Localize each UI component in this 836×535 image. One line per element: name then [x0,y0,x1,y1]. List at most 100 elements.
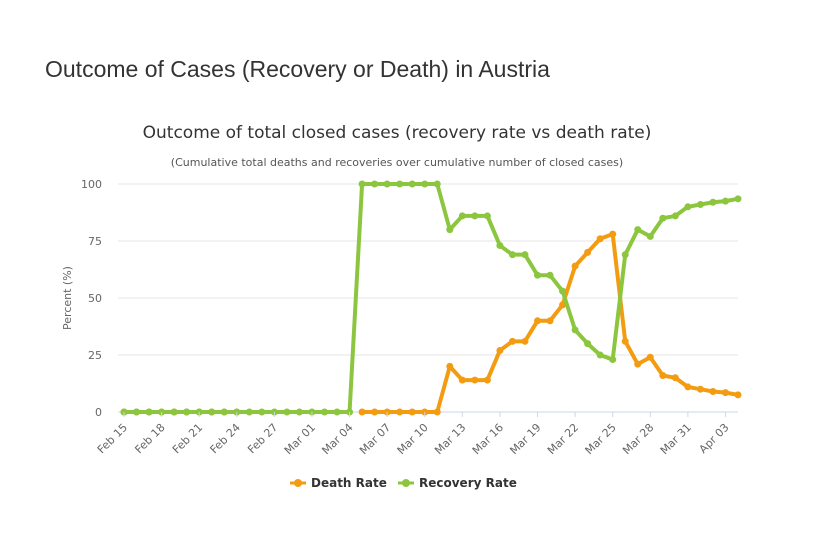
recovery-rate-point[interactable] [446,226,454,234]
y-tick-label: 75 [88,235,102,248]
death-rate-point[interactable] [521,337,529,345]
death-rate-point[interactable] [634,360,642,368]
death-rate-point[interactable] [396,408,404,416]
recovery-rate-point[interactable] [208,408,216,416]
x-tick-label: Mar 04 [319,421,355,457]
x-tick-label: Mar 13 [432,421,468,457]
death-rate-point[interactable] [671,374,679,382]
y-tick-label: 50 [88,292,102,305]
series-layer [120,180,742,416]
recovery-rate-point[interactable] [170,408,178,416]
recovery-rate-point[interactable] [496,242,504,250]
recovery-rate-point[interactable] [320,408,328,416]
x-tick-label: Mar 01 [282,421,318,457]
recovery-rate-point[interactable] [458,212,466,220]
recovery-rate-point[interactable] [571,326,579,334]
death-rate-point[interactable] [571,262,579,270]
death-rate-point[interactable] [371,408,379,416]
death-rate-point[interactable] [508,337,516,345]
recovery-rate-point[interactable] [333,408,341,416]
death-rate-point[interactable] [621,337,629,345]
recovery-rate-point[interactable] [621,251,629,259]
death-rate-point[interactable] [483,376,491,384]
x-tick-label: Mar 22 [545,421,581,457]
legend-item-recovery[interactable]: Recovery Rate [398,476,517,490]
recovery-rate-point[interactable] [183,408,191,416]
recovery-rate-point[interactable] [671,212,679,220]
death-rate-point[interactable] [496,346,504,354]
recovery-rate-point[interactable] [659,214,667,222]
death-rate-point[interactable] [721,389,729,397]
x-tick-label: Feb 18 [132,421,167,456]
recovery-rate-point[interactable] [584,340,592,348]
recovery-rate-point[interactable] [245,408,253,416]
recovery-rate-point[interactable] [396,180,404,188]
recovery-rate-point[interactable] [534,271,542,279]
chart-subtitle: (Cumulative total deaths and recoveries … [171,156,623,169]
y-tick-label: 100 [81,178,102,191]
death-rate-point[interactable] [696,385,704,393]
death-rate-point[interactable] [684,383,692,391]
recovery-rate-point[interactable] [684,203,692,211]
recovery-rate-point[interactable] [483,212,491,220]
recovery-rate-point[interactable] [734,195,742,203]
x-tick-label: Feb 27 [245,421,280,456]
death-rate-point[interactable] [559,301,567,309]
death-rate-point[interactable] [709,387,717,395]
recovery-rate-point[interactable] [634,226,642,234]
recovery-rate-point[interactable] [508,251,516,259]
death-rate-point[interactable] [408,408,416,416]
legend-item-death[interactable]: Death Rate [290,476,387,490]
recovery-rate-point[interactable] [383,180,391,188]
recovery-rate-point[interactable] [145,408,153,416]
legend: Death Rate Recovery Rate [290,476,517,490]
recovery-rate-point[interactable] [258,408,266,416]
recovery-rate-point[interactable] [358,180,366,188]
y-tick-label: 25 [88,349,102,362]
y-axis-title: Percent (%) [61,266,74,330]
recovery-rate-point[interactable] [433,180,441,188]
death-rate-point[interactable] [358,408,366,416]
recovery-rate-point[interactable] [609,356,617,364]
recovery-rate-point[interactable] [546,271,554,279]
death-rate-point[interactable] [458,376,466,384]
recovery-rate-point[interactable] [471,212,479,220]
recovery-rate-point[interactable] [646,232,654,240]
legend-label: Death Rate [311,476,387,490]
legend-swatch-marker [402,479,410,487]
recovery-rate-point[interactable] [133,408,141,416]
recovery-rate-point[interactable] [709,198,717,206]
death-rate-point[interactable] [546,317,554,325]
recovery-rate-point[interactable] [283,408,291,416]
x-tick-label: Mar 31 [658,421,694,457]
chart-title: Outcome of total closed cases (recovery … [143,123,652,143]
recovery-rate-point[interactable] [721,197,729,205]
death-rate-point[interactable] [596,235,604,243]
recovery-rate-point[interactable] [295,408,303,416]
x-tick-label: Feb 15 [95,421,130,456]
recovery-rate-point[interactable] [408,180,416,188]
recovery-rate-point[interactable] [371,180,379,188]
death-rate-point[interactable] [534,317,542,325]
death-rate-point[interactable] [609,230,617,238]
recovery-rate-point[interactable] [521,251,529,259]
death-rate-point[interactable] [584,248,592,256]
recovery-rate-point[interactable] [596,351,604,359]
recovery-rate-point[interactable] [559,287,567,295]
recovery-rate-point[interactable] [696,201,704,209]
death-rate-point[interactable] [433,408,441,416]
recovery-rate-point[interactable] [220,408,228,416]
death-rate-point[interactable] [734,391,742,399]
recovery-rate-point[interactable] [421,180,429,188]
death-rate-point[interactable] [471,376,479,384]
x-tick-label: Feb 21 [170,421,205,456]
legend-swatch-marker [294,479,302,487]
death-rate-point[interactable] [446,362,454,370]
legend-label: Recovery Rate [419,476,517,490]
x-tick-label: Mar 19 [507,421,543,457]
x-tick-label: Mar 10 [395,421,431,457]
death-rate-point[interactable] [659,372,667,380]
death-rate-point[interactable] [646,353,654,361]
